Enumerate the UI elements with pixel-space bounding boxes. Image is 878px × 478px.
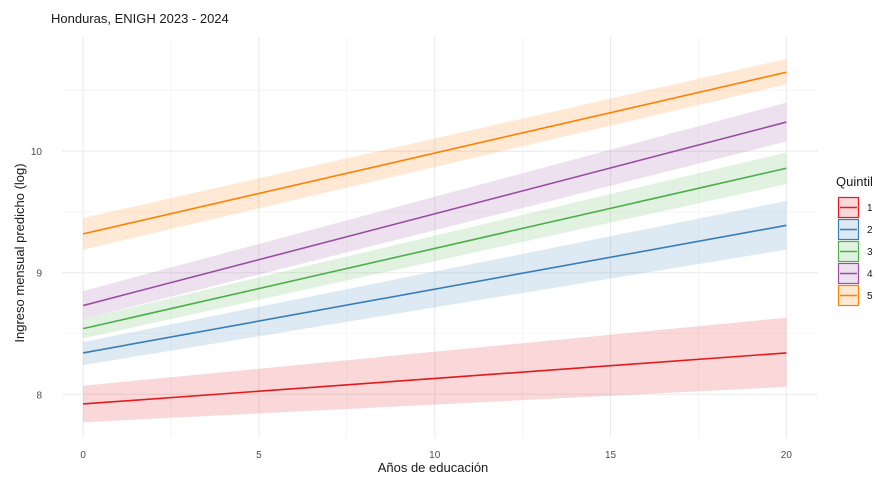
legend-title: Quintil xyxy=(836,174,873,189)
line-quintil-1 xyxy=(83,352,787,405)
x-tick-label: 10 xyxy=(429,450,441,461)
confidence-ribbons xyxy=(83,58,787,423)
legend-label-2: 2 xyxy=(867,225,873,236)
ribbon-quintil-4 xyxy=(83,102,787,319)
line-quintil-3 xyxy=(82,167,787,330)
ribbon-quintil-1 xyxy=(83,317,787,423)
x-tick-label: 15 xyxy=(605,450,617,461)
ribbon-quintil-2 xyxy=(83,201,787,366)
x-axis-title: Años de educación xyxy=(378,460,489,475)
y-axis-title: Ingreso mensual predicho (log) xyxy=(12,163,27,342)
x-tick-labels: 0 5 10 15 20 xyxy=(80,450,792,461)
line-quintil-5 xyxy=(82,71,787,235)
x-tick-label: 20 xyxy=(781,450,793,461)
chart-title: Honduras, ENIGH 2023 - 2024 xyxy=(51,11,229,26)
ribbon-quintil-3 xyxy=(83,152,787,339)
legend-label-5: 5 xyxy=(867,291,873,302)
y-tick-label: 9 xyxy=(36,269,42,280)
ribbon-quintil-5 xyxy=(83,58,787,250)
y-tick-label: 8 xyxy=(36,390,42,401)
series-lines xyxy=(82,71,787,405)
y-tick-label: 10 xyxy=(31,147,43,158)
x-tick-label: 0 xyxy=(80,450,86,461)
y-tick-labels: 8 9 10 xyxy=(31,147,43,401)
line-quintil-4 xyxy=(82,121,787,307)
legend: Quintil 1 2 3 4 5 xyxy=(836,174,873,307)
x-tick-label: 5 xyxy=(256,450,262,461)
line-quintil-2 xyxy=(82,224,787,354)
legend-label-3: 3 xyxy=(867,247,873,258)
legend-label-4: 4 xyxy=(867,269,873,280)
legend-label-1: 1 xyxy=(867,203,873,214)
